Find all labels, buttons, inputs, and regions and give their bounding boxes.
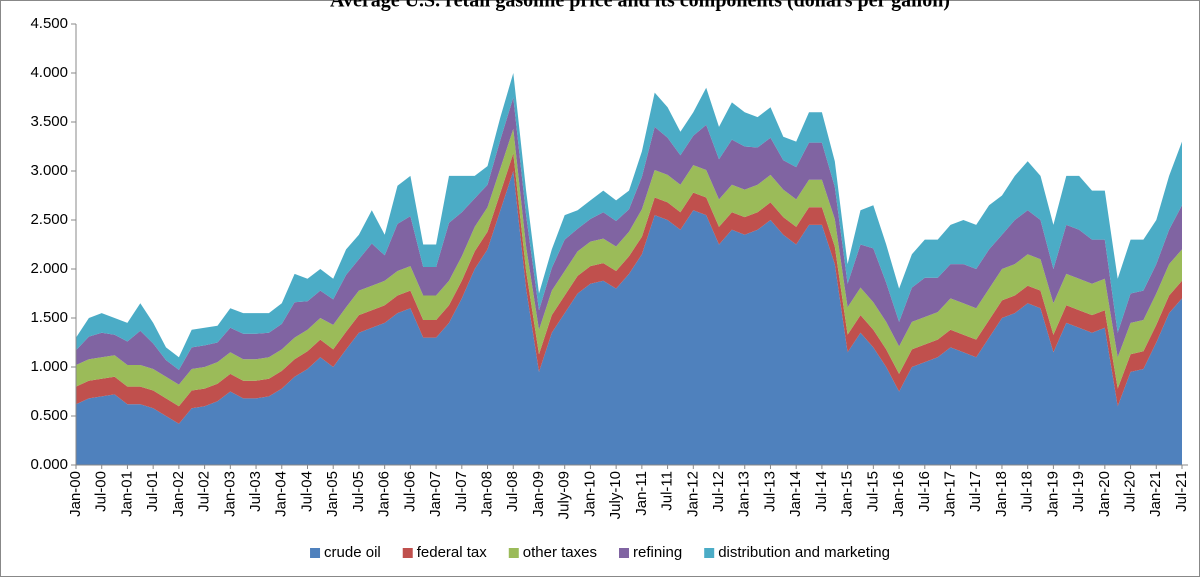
area: [76, 153, 1182, 424]
x-tick-label: Jan-01: [118, 471, 135, 517]
legend-label: refining: [633, 544, 682, 561]
x-tick-label: Jan-20: [1096, 471, 1113, 517]
y-tick-label: 3.000: [30, 162, 68, 179]
x-tick-label: Jan-17: [941, 471, 958, 517]
x-tick-label: Jan-06: [376, 471, 393, 517]
x-tick-label: Jan-14: [787, 471, 804, 517]
x-tick-label: Jul-15: [864, 471, 881, 512]
x-tick-label: Jul-13: [761, 471, 778, 512]
x-tick-label: Jan-03: [221, 471, 238, 517]
legend-label: distribution and marketing: [718, 544, 890, 561]
x-tick-label: Jan-08: [479, 471, 496, 517]
y-tick-label: 4.500: [30, 15, 68, 32]
legend-swatch: [704, 548, 715, 558]
x-tick-label: Jan-05: [324, 471, 341, 517]
legend-label: federal tax: [417, 544, 488, 561]
area: [76, 128, 1182, 407]
legend-label: crude oil: [324, 544, 381, 561]
x-tick-label: Jan-15: [839, 471, 856, 517]
y-tick-label: 1.500: [30, 309, 68, 326]
x-tick-label: Jul-00: [93, 471, 110, 512]
x-tick-label: Jan-18: [993, 471, 1010, 517]
legend-label: other taxes: [523, 544, 597, 561]
x-tick-label: Jan-11: [633, 471, 650, 516]
y-tick-label: 2.500: [30, 211, 68, 228]
legend-swatch: [508, 548, 519, 558]
y-tick-label: 3.500: [30, 113, 68, 130]
y-tick-label: 0.000: [30, 456, 68, 473]
x-tick-label: Jan-10: [581, 471, 598, 517]
x-tick-label: Jan-12: [684, 471, 701, 517]
y-tick-label: 0.500: [30, 407, 68, 424]
x-tick-label: Jul-01: [144, 471, 161, 512]
x-tick-label: Jul-16: [916, 471, 933, 512]
x-tick-label: Jan-13: [736, 471, 753, 517]
x-tick-label: Jan-21: [1147, 471, 1164, 517]
chart-title: Average U.S. retail gasoline price and i…: [330, 0, 950, 12]
x-tick-label: Jul-03: [247, 471, 264, 512]
x-tick-label: July-10: [607, 471, 624, 519]
x-tick-label: Jul-11: [659, 471, 676, 511]
x-tick-label: Jan-02: [170, 471, 187, 517]
y-tick-label: 1.000: [30, 358, 68, 375]
legend-swatch: [402, 548, 413, 558]
x-tick-label: Jul-21: [1173, 471, 1190, 512]
x-tick-label: Jul-06: [401, 471, 418, 512]
x-tick-label: Jan-04: [273, 471, 290, 517]
x-tick-label: Jul-07: [453, 471, 470, 512]
area: [76, 171, 1182, 465]
legend-swatch: [310, 548, 321, 558]
x-tick-label: Jul-17: [967, 471, 984, 512]
x-tick-label: Jul-19: [1070, 471, 1087, 512]
y-tick-label: 4.000: [30, 64, 68, 81]
x-tick-label: Jul-20: [1122, 471, 1139, 512]
y-tick-label: 2.000: [30, 260, 68, 277]
x-tick-label: Jan-19: [1044, 471, 1061, 517]
legend-swatch: [619, 548, 629, 558]
x-tick-label: Jul-02: [196, 471, 213, 512]
x-tick-label: Jan-09: [530, 471, 547, 517]
x-tick-label: Jul-04: [298, 471, 315, 512]
area: [76, 73, 1182, 370]
x-tick-label: Jan-16: [890, 471, 907, 517]
x-tick-label: Jul-05: [350, 471, 367, 512]
x-tick-label: Jul-12: [710, 471, 727, 512]
area: [76, 97, 1182, 385]
x-tick-label: Jul-08: [504, 471, 521, 512]
x-tick-label: Jul-18: [1019, 471, 1036, 512]
x-tick-label: Jan-07: [427, 471, 444, 517]
x-tick-label: July-09: [556, 471, 573, 519]
x-tick-label: Jan-00: [67, 471, 84, 517]
x-tick-label: Jul-14: [813, 471, 830, 512]
